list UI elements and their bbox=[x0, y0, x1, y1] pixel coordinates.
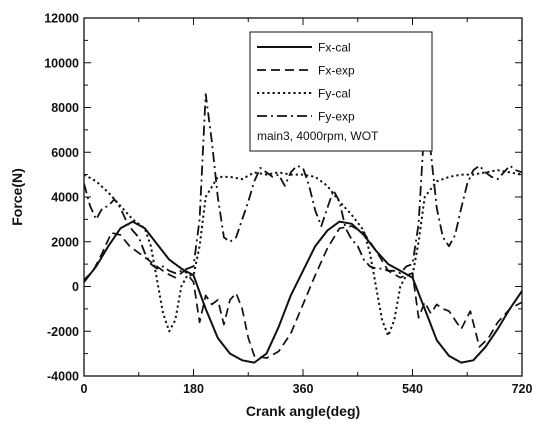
x-tick-label: 720 bbox=[512, 382, 533, 396]
series-line-fx-exp bbox=[84, 225, 522, 359]
legend-label-fy-cal: Fy-cal bbox=[318, 87, 351, 101]
x-tick-label: 360 bbox=[293, 382, 314, 396]
x-tick-label: 0 bbox=[81, 382, 88, 396]
y-tick-label: 8000 bbox=[51, 101, 79, 115]
y-tick-label: 0 bbox=[72, 280, 79, 294]
legend-label-fx-cal: Fx-cal bbox=[318, 41, 351, 55]
y-tick-label: -2000 bbox=[47, 325, 79, 339]
y-tick-label: 12000 bbox=[44, 12, 79, 26]
legend-annotation: main3, 4000rpm, WOT bbox=[257, 129, 379, 143]
x-axis-title: Crank angle(deg) bbox=[246, 403, 360, 419]
y-tick-labels: -4000 -2000 0 2000 4000 6000 8000 10000 12000 bbox=[44, 12, 79, 384]
x-tick-labels: 0 180 360 540 720 bbox=[81, 382, 533, 396]
legend-box bbox=[249, 31, 433, 152]
series-line-fy-exp bbox=[84, 93, 522, 274]
series-line-fx-cal bbox=[84, 220, 522, 364]
y-tick-label: 4000 bbox=[51, 191, 79, 205]
y-tick-label: 6000 bbox=[51, 146, 79, 160]
legend-label-fy-exp: Fy-exp bbox=[318, 110, 355, 124]
y-axis-title: Force(N) bbox=[9, 168, 25, 226]
y-tick-label: -4000 bbox=[47, 370, 79, 384]
y-tick-label: 10000 bbox=[44, 56, 79, 70]
x-tick-label: 540 bbox=[402, 382, 423, 396]
series-line-fy-cal bbox=[84, 169, 522, 337]
legend: main3, 4000rpm, WOT Fx-cal Fx-exp Fy-cal Fy… bbox=[249, 31, 433, 152]
y-tick-label: 2000 bbox=[51, 235, 79, 249]
series-layer bbox=[84, 93, 522, 364]
x-tick-label: 180 bbox=[183, 382, 204, 396]
legend-label-fx-exp: Fx-exp bbox=[318, 64, 355, 78]
